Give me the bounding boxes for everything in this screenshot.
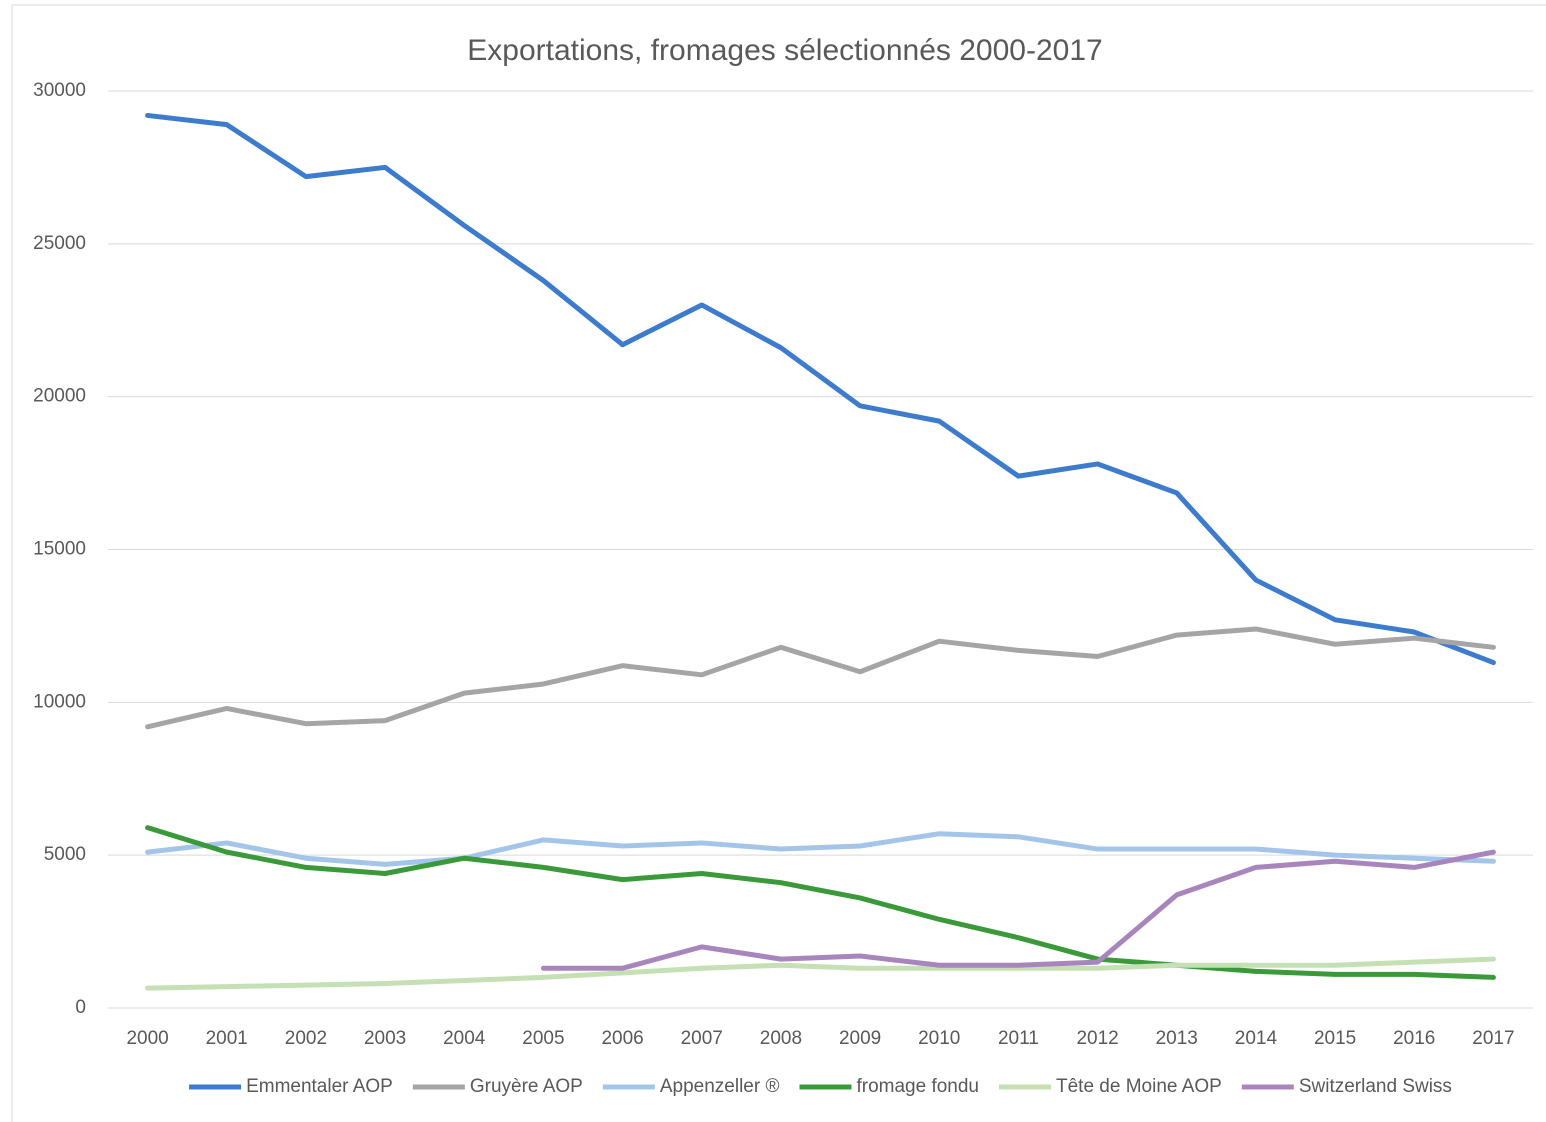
- y-tick-label: 0: [75, 997, 86, 1018]
- x-tick-label: 2015: [1314, 1028, 1356, 1049]
- series-line: [145, 831, 1496, 867]
- x-tick-label: 2006: [601, 1028, 643, 1049]
- y-tick-label: 30000: [33, 80, 86, 101]
- x-tick-label: 2017: [1472, 1028, 1514, 1049]
- x-tick-label: 2002: [285, 1028, 327, 1049]
- x-tick-label: 2005: [522, 1028, 564, 1049]
- series-line: [145, 956, 1496, 991]
- series-line: [145, 112, 1496, 666]
- x-tick-label: 2012: [1076, 1028, 1118, 1049]
- x-tick-label: 2013: [1156, 1028, 1198, 1049]
- y-tick-label: 5000: [44, 844, 86, 865]
- chart-frame: [11, 4, 1546, 1122]
- x-tick-label: 2000: [126, 1028, 168, 1049]
- legend-label: fromage fondu: [856, 1076, 979, 1097]
- series-line: [145, 825, 1496, 980]
- y-tick-label: 10000: [33, 691, 86, 712]
- y-tick-label: 25000: [33, 233, 86, 254]
- y-tick-label: 20000: [33, 386, 86, 407]
- x-tick-label: 2009: [839, 1028, 881, 1049]
- x-tick-label: 2003: [364, 1028, 406, 1049]
- y-tick-label: 15000: [33, 539, 86, 560]
- x-tick-label: 2008: [760, 1028, 802, 1049]
- x-tick-label: 2014: [1235, 1028, 1278, 1049]
- x-tick-label: 2004: [443, 1028, 486, 1049]
- x-tick-label: 2010: [918, 1028, 960, 1049]
- series-line: [540, 849, 1496, 971]
- legend-label: Gruyère AOP: [470, 1076, 583, 1097]
- x-tick-label: 2007: [681, 1028, 723, 1049]
- x-tick-label: 2016: [1393, 1028, 1435, 1049]
- series-line: [145, 626, 1496, 730]
- legend-label: Appenzeller ®: [660, 1076, 780, 1097]
- legend-label: Emmentaler AOP: [246, 1076, 393, 1097]
- chart-title: Exportations, fromages sélectionnés 2000…: [467, 34, 1102, 67]
- x-tick-label: 2011: [998, 1028, 1039, 1049]
- legend-label: Tête de Moine AOP: [1056, 1076, 1222, 1097]
- legend-label: Switzerland Swiss: [1299, 1076, 1452, 1097]
- x-tick-label: 2001: [206, 1028, 248, 1049]
